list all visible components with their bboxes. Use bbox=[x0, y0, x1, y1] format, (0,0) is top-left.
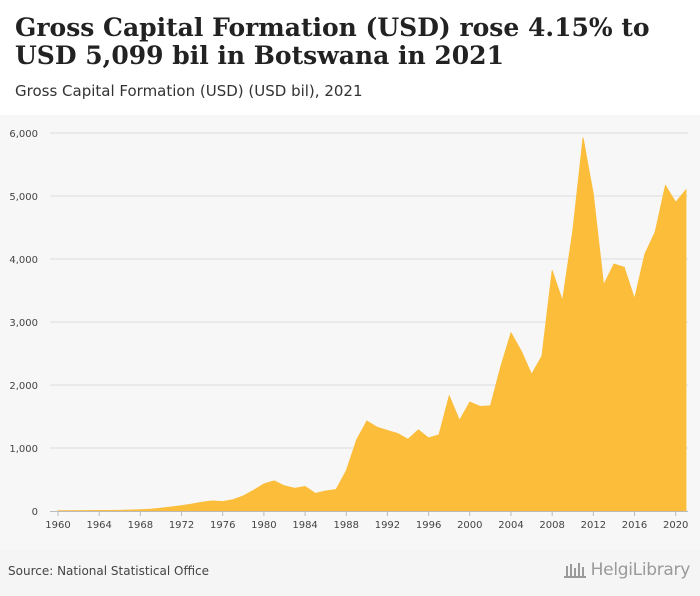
chart-subtitle: Gross Capital Formation (USD) (USD bil),… bbox=[15, 82, 363, 100]
data-area bbox=[57, 137, 687, 512]
y-axis: 0 1,000 2,000 3,000 4,000 5,000 6,000 bbox=[9, 129, 38, 518]
helgilibrary-logo[interactable]: HelgiLibrary bbox=[563, 560, 690, 580]
x-tick-label: 2016 bbox=[622, 520, 647, 531]
x-tick-label: 1984 bbox=[292, 520, 317, 531]
x-tick-label: 1968 bbox=[128, 520, 153, 531]
x-tick-label: 2020 bbox=[663, 520, 688, 531]
x-tick-label: 1988 bbox=[334, 520, 359, 531]
y-tick-label: 5,000 bbox=[9, 192, 38, 203]
y-tick-label: 6,000 bbox=[9, 129, 38, 140]
x-tick-label: 2008 bbox=[539, 520, 564, 531]
y-tick-label: 4,000 bbox=[9, 255, 38, 266]
x-tick-label: 2012 bbox=[581, 520, 606, 531]
y-tick-label: 3,000 bbox=[9, 318, 38, 329]
logo-text: HelgiLibrary bbox=[590, 560, 691, 580]
x-tick-label: 1976 bbox=[210, 520, 235, 531]
y-tick-label: 1,000 bbox=[9, 444, 38, 455]
series-area bbox=[57, 137, 687, 512]
source-note: Source: National Statistical Office bbox=[8, 564, 210, 578]
x-tick-label: 2004 bbox=[498, 520, 523, 531]
x-tick-label: 1964 bbox=[86, 520, 111, 531]
x-tick-label: 1960 bbox=[45, 520, 70, 531]
page-title: Gross Capital Formation (USD) rose 4.15%… bbox=[15, 13, 650, 70]
x-tick-label: 1980 bbox=[251, 520, 276, 531]
x-tick-label: 1992 bbox=[375, 520, 400, 531]
y-tick-label: 2,000 bbox=[9, 381, 38, 392]
header: Gross Capital Formation (USD) rose 4.15%… bbox=[0, 0, 700, 115]
x-tick-label: 2000 bbox=[457, 520, 482, 531]
y-tick-label: 0 bbox=[32, 507, 38, 518]
x-tick-label: 1996 bbox=[416, 520, 441, 531]
x-axis: 1960 1964 1968 1972 1976 1980 1984 1988 1992 1996… bbox=[45, 511, 688, 531]
library-building-icon bbox=[563, 563, 586, 578]
x-tick-label: 1972 bbox=[169, 520, 194, 531]
